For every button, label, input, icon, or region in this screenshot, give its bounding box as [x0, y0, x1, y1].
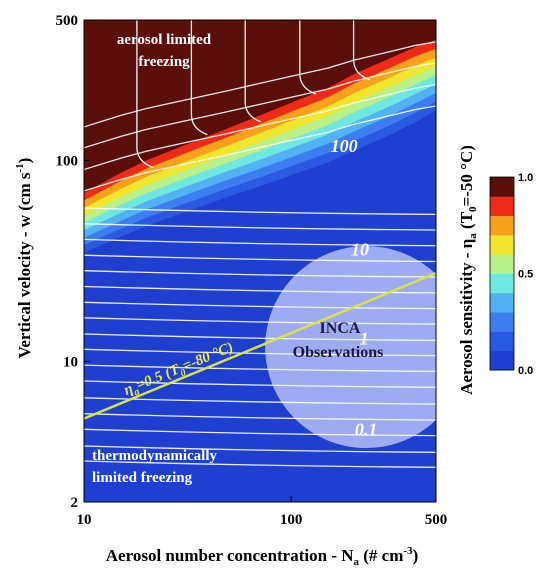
contour-line [84, 445, 436, 453]
contour-line [84, 364, 436, 373]
contour-label-10: 10 [351, 240, 369, 260]
colorbar-tick-label: 1.0 [518, 172, 533, 184]
contour-line [84, 270, 436, 278]
contour-line-vertical [352, 20, 370, 81]
colorbar [489, 176, 515, 371]
y-tick-label: 500 [56, 13, 79, 29]
contour-line [84, 460, 436, 468]
thermo-limited-label-line2: limited freezing [92, 470, 193, 486]
colorbar-segment [490, 254, 514, 274]
colorbar-segment [490, 312, 514, 332]
colorbar-title: Aerosol sensitivity - ηa (T0=-50 °C) [457, 145, 479, 395]
contour-line [84, 333, 436, 342]
colorbar-ticks: 1.0 0.5 0.0 [518, 172, 533, 377]
colorbar-segment [490, 292, 514, 313]
colorbar-segment [490, 273, 514, 294]
contour-line [84, 207, 436, 216]
y-tick-label: 10 [63, 355, 78, 371]
sensitivity-bands [84, 20, 436, 253]
contour-lines-horizontal [84, 41, 436, 468]
x-axis-title: Aerosol number concentration - Na (# cm-… [106, 545, 418, 568]
contour-line [84, 428, 436, 437]
x-tick-label: 10 [77, 512, 92, 528]
contour-line [84, 413, 436, 421]
colorbar-segment [490, 177, 514, 197]
y-axis-title: Vertical velocity - w (cm s-1) [14, 158, 34, 359]
colorbar-tick-label: 0.0 [518, 365, 533, 377]
contour-line-vertical [244, 20, 262, 123]
contour-line [84, 301, 436, 310]
x-tick-label: 100 [280, 512, 303, 528]
observations-label: Observations [293, 344, 384, 361]
contour-label-1: 1 [360, 329, 369, 349]
inca-observations-region [265, 246, 436, 449]
inca-label: INCA [320, 320, 361, 337]
aerosol-limited-label-line1: aerosol limited [117, 32, 212, 48]
colorbar-segment [490, 350, 514, 371]
colorbar-tick-label: 0.5 [518, 269, 533, 281]
plot-frame [83, 19, 437, 503]
contour-label-100: 100 [331, 136, 358, 156]
contour-label-0-1: 0.1 [355, 419, 378, 439]
contour-line [84, 238, 436, 247]
colorbar-segment [490, 215, 514, 236]
colorbar-segment [490, 331, 514, 352]
contour-line [84, 223, 436, 231]
sensitivity-band-9 [84, 20, 436, 193]
contour-line [84, 380, 436, 388]
x-axis-ticks: 10 100 500 [77, 496, 448, 528]
x-tick-label: 500 [425, 512, 448, 528]
contour-line [84, 254, 436, 263]
contour-line [84, 317, 436, 325]
contour-line-vertical [136, 20, 154, 169]
contour-line-upper [84, 41, 436, 128]
colorbar-segment [490, 234, 514, 255]
contour-line-upper [84, 105, 436, 192]
plot-area: 100 10 1 0.1 aerosol limited freezing th… [84, 20, 436, 486]
y-tick-label: 100 [56, 153, 79, 169]
contour-line-vertical [190, 20, 208, 136]
colorbar-segment [490, 196, 514, 216]
contour-line-vertical [299, 20, 317, 95]
contour-line-upper [84, 83, 436, 171]
contour-line [84, 348, 436, 357]
y-tick-label: 2 [71, 495, 79, 511]
thermo-limited-label-line1: thermodynamically [92, 448, 217, 464]
eta-half-line [84, 272, 436, 420]
y-axis-ticks: 2 10 100 500 [56, 13, 90, 511]
contour-lines-vertical [136, 20, 370, 169]
aerosol-limited-label-line2: freezing [138, 54, 190, 70]
contour-line-upper [84, 62, 436, 149]
colorbar-frame [489, 176, 515, 371]
